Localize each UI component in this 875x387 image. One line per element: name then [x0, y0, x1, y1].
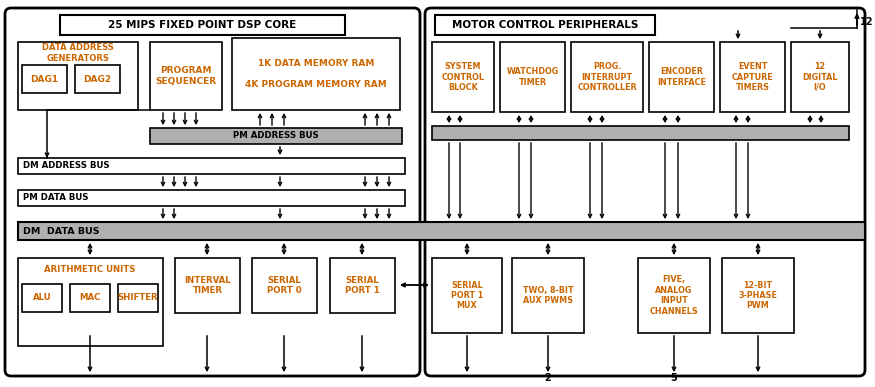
Bar [512, 258, 584, 333]
Text: SHIFTER: SHIFTER [117, 293, 158, 303]
Text: 25 MIPS FIXED POINT DSP CORE: 25 MIPS FIXED POINT DSP CORE [108, 20, 297, 30]
Bar [330, 258, 395, 313]
Text: EVENT
CAPTURE
TIMERS: EVENT CAPTURE TIMERS [732, 62, 774, 92]
Text: 12: 12 [860, 17, 873, 27]
Text: ALU: ALU [32, 293, 52, 303]
Bar [18, 42, 138, 110]
Text: MOTOR CONTROL PERIPHERALS: MOTOR CONTROL PERIPHERALS [452, 20, 638, 30]
Text: DAG2: DAG2 [83, 75, 112, 84]
Text: PROG.
INTERRUPT
CONTROLLER: PROG. INTERRUPT CONTROLLER [578, 62, 637, 92]
Text: INTERVAL
TIMER: INTERVAL TIMER [185, 276, 231, 295]
Bar [571, 42, 643, 112]
Bar [435, 15, 655, 35]
Text: PROGRAM
SEQUENCER: PROGRAM SEQUENCER [156, 66, 217, 86]
Bar [252, 258, 317, 313]
Bar [791, 42, 849, 112]
Bar [118, 284, 158, 312]
Text: TWO, 8-BIT
AUX PWMS: TWO, 8-BIT AUX PWMS [522, 286, 573, 305]
Bar [22, 284, 62, 312]
Bar [432, 258, 502, 333]
Text: DAG1: DAG1 [31, 75, 59, 84]
Bar [22, 65, 67, 93]
Bar [638, 258, 710, 333]
Text: 12-BIT
3-PHASE
PWM: 12-BIT 3-PHASE PWM [738, 281, 778, 310]
Text: 1K DATA MEMORY RAM

4K PROGRAM MEMORY RAM: 1K DATA MEMORY RAM 4K PROGRAM MEMORY RAM [245, 59, 387, 89]
Bar [70, 284, 110, 312]
Bar [432, 126, 849, 140]
FancyBboxPatch shape [5, 8, 420, 376]
Text: WATCHDOG
TIMER: WATCHDOG TIMER [507, 67, 558, 87]
Text: 2: 2 [544, 373, 551, 383]
Bar [18, 222, 865, 240]
Text: DATA ADDRESS
GENERATORS: DATA ADDRESS GENERATORS [42, 43, 114, 63]
Bar [150, 42, 222, 110]
Text: 12
DIGITAL
I/O: 12 DIGITAL I/O [802, 62, 837, 92]
Text: PM DATA BUS: PM DATA BUS [23, 194, 88, 202]
Text: MAC: MAC [80, 293, 101, 303]
Bar [500, 42, 565, 112]
Bar [18, 258, 163, 346]
Bar [18, 190, 405, 206]
Text: 5: 5 [670, 373, 677, 383]
Text: SERIAL
PORT 1
MUX: SERIAL PORT 1 MUX [451, 281, 483, 310]
FancyBboxPatch shape [425, 8, 865, 376]
Bar [150, 128, 402, 144]
Text: ARITHMETIC UNITS: ARITHMETIC UNITS [45, 265, 136, 274]
Bar [18, 158, 405, 174]
Text: SYSTEM
CONTROL
BLOCK: SYSTEM CONTROL BLOCK [442, 62, 485, 92]
Bar [60, 15, 345, 35]
Text: ENCODER
INTERFACE: ENCODER INTERFACE [657, 67, 706, 87]
Text: DM  DATA BUS: DM DATA BUS [23, 226, 100, 236]
Bar [232, 38, 400, 110]
Bar [75, 65, 120, 93]
Text: SERIAL
PORT 1: SERIAL PORT 1 [345, 276, 380, 295]
Bar [432, 42, 494, 112]
Bar [720, 42, 785, 112]
Text: FIVE,
ANALOG
INPUT
CHANNELS: FIVE, ANALOG INPUT CHANNELS [649, 276, 698, 316]
Text: PM ADDRESS BUS: PM ADDRESS BUS [233, 132, 318, 140]
Text: SERIAL
PORT 0: SERIAL PORT 0 [267, 276, 302, 295]
Text: DM ADDRESS BUS: DM ADDRESS BUS [23, 161, 109, 171]
Bar [175, 258, 240, 313]
Bar [649, 42, 714, 112]
Bar [722, 258, 794, 333]
